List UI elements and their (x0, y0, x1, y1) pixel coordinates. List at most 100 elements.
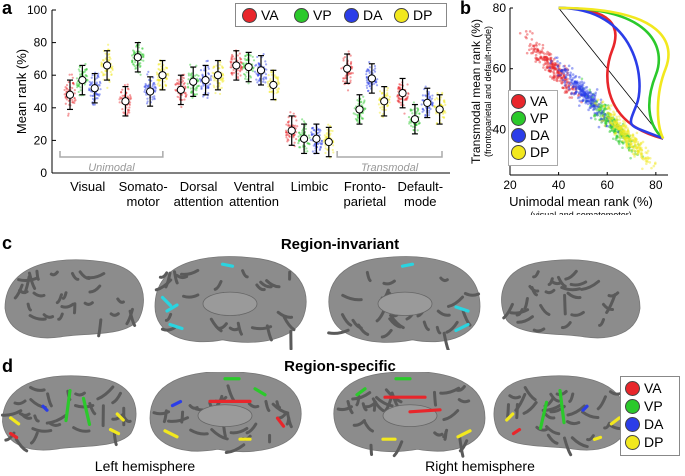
a-point (398, 88, 401, 91)
b-point (638, 148, 642, 151)
b-point (525, 36, 528, 40)
b-point (601, 101, 604, 104)
brain-sulcus (175, 273, 189, 280)
b-point (564, 68, 567, 72)
b-point (545, 55, 548, 59)
b-point (584, 91, 588, 94)
a-point (91, 74, 94, 77)
a-point (232, 71, 236, 75)
a-point (397, 96, 400, 99)
b-point (589, 104, 592, 108)
a-mean-marker (90, 84, 99, 93)
b-point (622, 135, 625, 138)
a-point (398, 83, 401, 86)
a-point (431, 103, 434, 107)
b-point (529, 42, 532, 46)
b-point (594, 103, 598, 107)
a-point (439, 103, 443, 106)
b-point (615, 118, 619, 122)
a-point (257, 73, 261, 76)
b-point (553, 66, 556, 70)
b-point (593, 102, 596, 106)
b-point (555, 71, 559, 75)
b-point (552, 70, 555, 73)
a-point (349, 72, 352, 75)
b-point (644, 157, 647, 161)
b-point (628, 134, 632, 138)
a-point (312, 126, 315, 129)
b-point (585, 89, 589, 93)
b-point (642, 158, 645, 161)
b-point (518, 31, 522, 35)
a-point (212, 66, 215, 69)
a-point (405, 97, 408, 100)
a-point (366, 68, 369, 71)
a-point (96, 93, 99, 96)
brain-sulcus (154, 278, 173, 292)
b-point (617, 129, 621, 133)
a-point (428, 95, 431, 98)
b-point (565, 86, 569, 90)
a-point (246, 78, 249, 81)
a-point (229, 66, 232, 69)
b-point (530, 47, 534, 50)
a-point (297, 139, 300, 142)
b-point (609, 120, 612, 124)
b-point (539, 55, 543, 59)
b-point (582, 92, 586, 96)
b-point (572, 76, 575, 80)
b-point (626, 134, 630, 138)
b-point (620, 131, 624, 135)
a-point (408, 120, 411, 124)
b-point (613, 122, 617, 126)
a-point (329, 129, 332, 132)
b-point (609, 123, 613, 127)
b-point (599, 112, 602, 116)
a-point (276, 90, 280, 93)
b-point (613, 112, 616, 115)
brain-sulcus (436, 309, 451, 317)
a-point (120, 91, 123, 94)
b-point (615, 122, 618, 125)
b-point (560, 68, 564, 72)
a-point (104, 70, 107, 73)
a-point (178, 96, 181, 99)
brain-sulcus (180, 410, 185, 424)
a-point (146, 73, 149, 76)
b-point (591, 99, 594, 102)
a-point (240, 61, 244, 64)
brain-outline (501, 259, 641, 339)
b-point (564, 69, 568, 73)
a-point (147, 70, 150, 73)
a-point (307, 142, 311, 145)
brain-sulcus (392, 440, 404, 458)
b-point (565, 90, 569, 94)
b-point (622, 130, 626, 133)
a-point (441, 112, 445, 115)
a-point (95, 81, 98, 84)
a-point (146, 97, 149, 100)
b-point (588, 88, 592, 92)
b-point (628, 148, 631, 152)
a-point (415, 123, 418, 127)
a-point (350, 66, 354, 69)
b-point (611, 137, 615, 141)
a-point (231, 55, 235, 58)
b-point (634, 140, 637, 143)
b-point (644, 151, 648, 154)
a-point (198, 77, 201, 81)
a-point (197, 74, 200, 77)
brain-sulcus (523, 386, 537, 402)
a-point (396, 93, 399, 97)
b-point (613, 118, 617, 122)
a-point (102, 59, 105, 62)
a-point (357, 116, 360, 120)
b-point (534, 53, 538, 57)
a-point (68, 73, 71, 76)
a-point (409, 109, 412, 112)
b-point (561, 78, 565, 82)
b-point (567, 80, 570, 84)
b-point (607, 115, 610, 119)
a-point (165, 84, 168, 87)
b-point (580, 100, 583, 104)
